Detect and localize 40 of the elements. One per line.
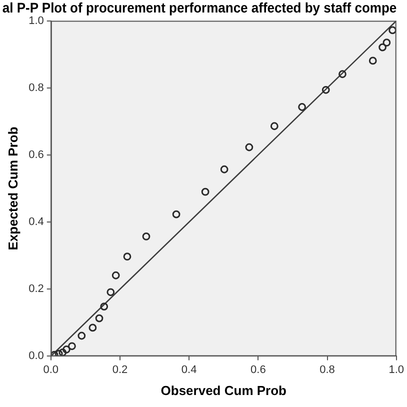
x-tick-label: 0.8	[320, 364, 335, 376]
point	[106, 288, 115, 296]
point	[100, 302, 108, 311]
y-axis-title: Expected Cum Prob	[5, 126, 20, 250]
x-axis-title: Observed Cum Prob	[160, 382, 287, 398]
point	[245, 143, 254, 152]
y-tick-label: 0.0	[28, 350, 44, 362]
point	[95, 314, 104, 322]
x-tick-label: 0.4	[181, 364, 197, 376]
point	[368, 56, 377, 65]
point	[68, 342, 76, 350]
y-tick-label: 0.6	[28, 148, 44, 161]
point	[172, 210, 180, 218]
point	[88, 324, 97, 332]
point	[382, 38, 391, 47]
point	[378, 43, 386, 52]
point	[112, 271, 120, 280]
x-tick-label: 0.0	[43, 364, 59, 376]
point	[322, 86, 330, 94]
point	[142, 232, 150, 240]
point	[338, 70, 346, 78]
point	[298, 103, 306, 111]
point	[123, 252, 132, 261]
point	[50, 350, 58, 356]
chart-title: al P-P Plot of procurement performance affected by staff compe	[2, 0, 398, 16]
point	[220, 165, 228, 174]
x-tick-label: 0.6	[250, 364, 266, 376]
point	[54, 350, 63, 356]
point	[78, 332, 86, 340]
y-tick-label: 0.4	[28, 216, 44, 228]
point	[388, 26, 396, 34]
x-tick-label: 0.2	[112, 364, 128, 376]
point	[58, 348, 67, 356]
x-tick-label: 1.0	[388, 364, 404, 376]
y-tick-label: 0.8	[28, 82, 44, 94]
point	[62, 346, 70, 354]
point	[201, 188, 210, 196]
point	[270, 122, 278, 130]
y-tick-label: 0.2	[28, 283, 44, 296]
y-tick-label: 1.0	[28, 14, 44, 27]
